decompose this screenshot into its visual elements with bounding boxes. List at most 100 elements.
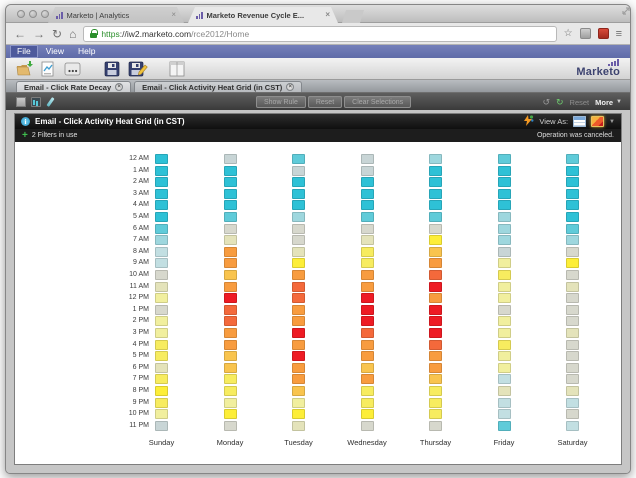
home-icon[interactable]: ⌂ [69,26,77,41]
heat-cell[interactable] [155,386,168,396]
heat-cell[interactable] [292,386,305,396]
chevron-down-icon[interactable]: ▼ [609,118,615,125]
heat-cell[interactable] [429,258,442,269]
heat-cell[interactable] [566,223,579,234]
heat-cell[interactable] [292,304,305,315]
heat-cell[interactable] [497,235,511,246]
heat-cell[interactable] [223,304,237,315]
heat-cell[interactable] [292,200,305,211]
heat-cell[interactable] [566,397,579,408]
heat-cell[interactable] [155,316,168,327]
heat-cell[interactable] [497,188,511,199]
heat-cell[interactable] [429,420,442,431]
heat-cell[interactable] [155,223,168,234]
heat-cell[interactable] [292,212,305,222]
heat-cell[interactable] [360,409,374,420]
heat-cell[interactable] [566,386,579,396]
heat-cell[interactable] [429,351,442,362]
heat-cell[interactable] [292,165,305,176]
heat-cell[interactable] [360,339,374,350]
heat-cell[interactable] [497,316,511,327]
heat-cell[interactable] [223,165,237,176]
edit-pencil-icon[interactable] [46,97,56,107]
new-tab-button[interactable] [342,10,364,23]
extension-icon-2[interactable] [597,28,609,39]
heat-cell[interactable] [497,339,511,350]
heat-cell[interactable] [566,420,579,431]
heat-cell[interactable] [566,270,579,280]
heat-cell[interactable] [566,200,579,211]
heat-cell[interactable] [292,246,305,257]
heat-cell[interactable] [223,293,237,304]
heat-cell[interactable] [360,362,374,373]
heat-cell[interactable] [566,374,579,385]
heat-cell[interactable] [223,374,237,385]
heat-cell[interactable] [223,223,237,234]
heat-cell[interactable] [360,154,374,164]
heat-cell[interactable] [292,339,305,350]
heat-cell[interactable] [155,362,168,373]
heat-cell[interactable] [497,362,511,373]
heat-cell[interactable] [429,386,442,396]
heat-cell[interactable] [497,281,511,292]
heat-cell[interactable] [497,177,511,188]
heat-cell[interactable] [155,328,168,338]
heat-cell[interactable] [155,409,168,420]
heat-cell[interactable] [429,246,442,257]
heat-cell[interactable] [360,386,374,396]
heat-cell[interactable] [292,281,305,292]
heat-cell[interactable] [429,270,442,280]
view-as-heatmap-icon[interactable] [591,116,605,127]
heat-cell[interactable] [360,235,374,246]
forward-icon[interactable]: → [33,26,45,41]
heat-cell[interactable] [429,188,442,199]
heat-cell[interactable] [155,304,168,315]
heat-cell[interactable] [360,397,374,408]
heat-cell[interactable] [292,409,305,420]
chart-widget-icon[interactable] [31,96,41,107]
heat-cell[interactable] [360,223,374,234]
heat-cell[interactable] [223,328,237,338]
heat-cell[interactable] [223,200,237,211]
heat-cell[interactable] [360,200,374,211]
menu-help[interactable]: Help [77,46,96,56]
heat-cell[interactable] [497,420,511,431]
menu-file[interactable]: File [10,45,38,58]
heat-cell[interactable] [223,281,237,292]
menu-view[interactable]: View [45,46,64,56]
heat-cell[interactable] [223,316,237,327]
heat-cell[interactable] [429,374,442,385]
heat-cell[interactable] [223,386,237,396]
layout-grid-icon[interactable] [16,96,26,107]
close-window-button[interactable] [17,10,25,18]
view-as-table-icon[interactable] [573,116,587,127]
heat-cell[interactable] [497,304,511,315]
heat-cell[interactable] [360,316,374,327]
heat-cell[interactable] [566,165,579,176]
close-tab-icon[interactable]: × [325,10,330,19]
heat-cell[interactable] [566,339,579,350]
heat-cell[interactable] [360,304,374,315]
heat-cell[interactable] [497,165,511,176]
url-field[interactable]: https://iw2.marketo.com/rce2012/Home [83,25,557,42]
heat-cell[interactable] [155,165,168,176]
heat-cell[interactable] [223,339,237,350]
heat-cell[interactable] [292,397,305,408]
heat-cell[interactable] [360,177,374,188]
heat-cell[interactable] [360,328,374,338]
heat-cell[interactable] [566,409,579,420]
heat-cell[interactable] [360,270,374,280]
heat-cell[interactable] [292,177,305,188]
heat-cell[interactable] [497,270,511,280]
heat-cell[interactable] [497,374,511,385]
heat-cell[interactable] [429,293,442,304]
save-as-icon[interactable] [128,61,148,77]
heat-cell[interactable] [497,258,511,269]
heat-cell[interactable] [292,270,305,280]
heat-cell[interactable] [155,235,168,246]
heat-cell[interactable] [360,374,374,385]
heat-cell[interactable] [155,351,168,362]
browser-tab-analytics[interactable]: Marketo | Analytics × [48,7,184,23]
heat-cell[interactable] [292,316,305,327]
back-icon[interactable]: ← [14,26,26,41]
